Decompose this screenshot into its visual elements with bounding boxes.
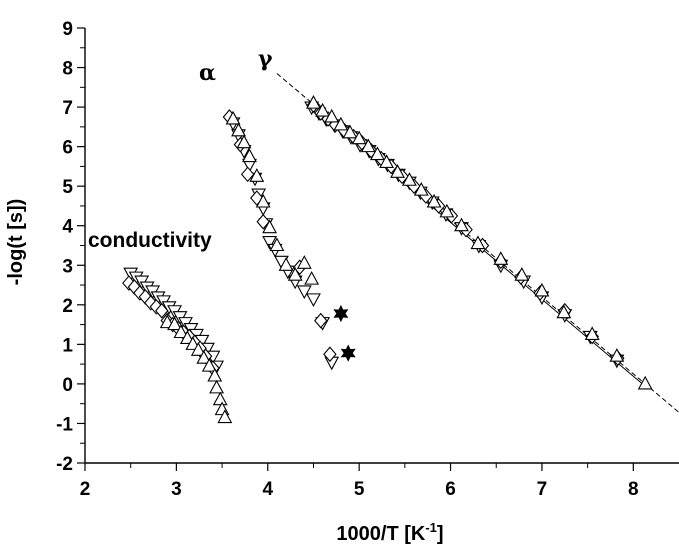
y-tick-label: 6 bbox=[62, 138, 73, 159]
data-point-triangle-up bbox=[454, 217, 469, 232]
data-point-diamond bbox=[256, 213, 270, 230]
data-point-diamond bbox=[155, 302, 169, 319]
data-point-triangle-up bbox=[556, 304, 572, 319]
axes bbox=[77, 27, 679, 471]
data-point-triangle-up bbox=[225, 110, 241, 125]
data-point-triangle-up bbox=[379, 154, 394, 169]
data-point-triangle-up bbox=[249, 168, 265, 182]
data-point-triangle-up bbox=[269, 237, 285, 252]
y-tick-label: 0 bbox=[62, 375, 73, 396]
data-point-triangle-down bbox=[296, 285, 312, 300]
data-point-diamond bbox=[314, 312, 328, 329]
data-point-triangle-up bbox=[609, 348, 625, 362]
data-point-triangle-up bbox=[306, 94, 321, 109]
y-tick-label: 3 bbox=[62, 256, 73, 277]
data-point-triangle-up bbox=[287, 267, 303, 281]
data-point-star bbox=[333, 304, 349, 323]
data-point-triangle-up bbox=[342, 124, 358, 139]
tick-labels: 2 3 4 5 6 7 8 -2 -1 0 1 2 3 4 5 6 7 8 9 bbox=[56, 19, 639, 500]
x-tick-label: 4 bbox=[262, 479, 273, 500]
data-point-triangle-up bbox=[196, 350, 212, 364]
data-point-triangle-up bbox=[426, 193, 442, 208]
data-point-triangle-up bbox=[201, 357, 217, 372]
data-point-triangle-up bbox=[534, 282, 550, 297]
data-point-triangle-up bbox=[190, 342, 206, 356]
x-axis-title: 1000/T [K-1] bbox=[336, 520, 443, 545]
data-point-triangle-up bbox=[637, 375, 653, 390]
data-point-triangle-up bbox=[439, 203, 455, 218]
data-point-triangle-up bbox=[401, 172, 417, 186]
data-point-triangle-up bbox=[351, 130, 367, 145]
data-point-triangle-down bbox=[306, 293, 321, 308]
y-tick-label: -1 bbox=[56, 414, 73, 435]
x-tick-label: 7 bbox=[537, 479, 548, 500]
y-tick-label: 5 bbox=[62, 177, 73, 198]
data-point-triangle-up bbox=[315, 102, 331, 117]
data-point-diamond bbox=[240, 166, 255, 183]
x-tick-label: 3 bbox=[171, 479, 182, 500]
data-point-triangle-up bbox=[255, 193, 271, 208]
y-tick-label: -2 bbox=[56, 454, 73, 475]
x-tick-label: 8 bbox=[628, 479, 639, 500]
data-point-triangle-up bbox=[296, 255, 312, 269]
data-point-triangle-up bbox=[514, 267, 530, 281]
data-point-triangle-up bbox=[217, 409, 233, 424]
data-point-triangle-down bbox=[262, 235, 278, 250]
data-point-triangle-up bbox=[470, 235, 486, 250]
data-point-triangle-up bbox=[304, 270, 320, 285]
annotation-alpha: α bbox=[199, 60, 216, 86]
data-point-triangle-up bbox=[236, 134, 252, 149]
data-point-triangle-up bbox=[390, 164, 405, 178]
annotation-conductivity: conductivity bbox=[88, 229, 212, 252]
x-tick-label: 5 bbox=[354, 479, 365, 500]
y-tick-label: 9 bbox=[62, 19, 73, 40]
data-point-triangle-up bbox=[207, 367, 223, 382]
data-point-triangle-up bbox=[584, 326, 600, 341]
y-tick-label: 2 bbox=[62, 296, 73, 317]
y-tick-label: 1 bbox=[62, 335, 73, 356]
data-point-triangle-up bbox=[413, 181, 429, 196]
data-markers bbox=[122, 94, 653, 424]
data-point-triangle-up bbox=[212, 391, 228, 406]
y-tick-label: 7 bbox=[62, 98, 73, 119]
data-point-triangle-up bbox=[493, 251, 509, 265]
y-tick-label: 4 bbox=[62, 217, 73, 238]
data-point-triangle-up bbox=[209, 379, 225, 394]
x-tick-label: 2 bbox=[80, 479, 91, 500]
data-point-triangle-up bbox=[167, 316, 182, 331]
y-tick-label: 8 bbox=[62, 59, 73, 80]
data-point-triangle-up bbox=[333, 116, 349, 131]
data-point-triangle-up bbox=[360, 138, 376, 153]
data-point-triangle-up bbox=[242, 148, 257, 163]
data-point-triangle-up bbox=[324, 108, 340, 123]
data-point-triangle-up bbox=[173, 324, 189, 339]
data-point-triangle-up bbox=[262, 219, 278, 234]
data-point-triangle-up bbox=[278, 257, 294, 271]
y-axis-title: -log(t [s]) bbox=[5, 199, 27, 286]
data-point-diamond bbox=[323, 346, 337, 363]
x-tick-label: 6 bbox=[445, 479, 456, 500]
data-point-star bbox=[340, 344, 356, 362]
annotation-gamma: γ bbox=[258, 46, 273, 72]
data-point-triangle-up bbox=[231, 122, 246, 137]
data-point-triangle-up bbox=[370, 146, 385, 161]
